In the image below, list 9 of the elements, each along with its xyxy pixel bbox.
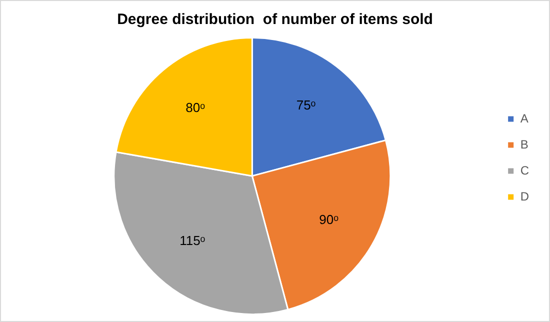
data-label: 90ᵒ bbox=[319, 212, 339, 227]
data-label: 115ᵒ bbox=[180, 232, 206, 248]
legend-label: B bbox=[520, 137, 528, 152]
legend-label: D bbox=[520, 189, 530, 204]
chart-title: Degree distribution of number of items sold bbox=[117, 11, 433, 28]
data-label: 75ᵒ bbox=[296, 97, 316, 112]
legend-label: A bbox=[520, 111, 528, 126]
legend-label: C bbox=[520, 163, 530, 178]
data-label: 80ᵒ bbox=[186, 100, 206, 115]
